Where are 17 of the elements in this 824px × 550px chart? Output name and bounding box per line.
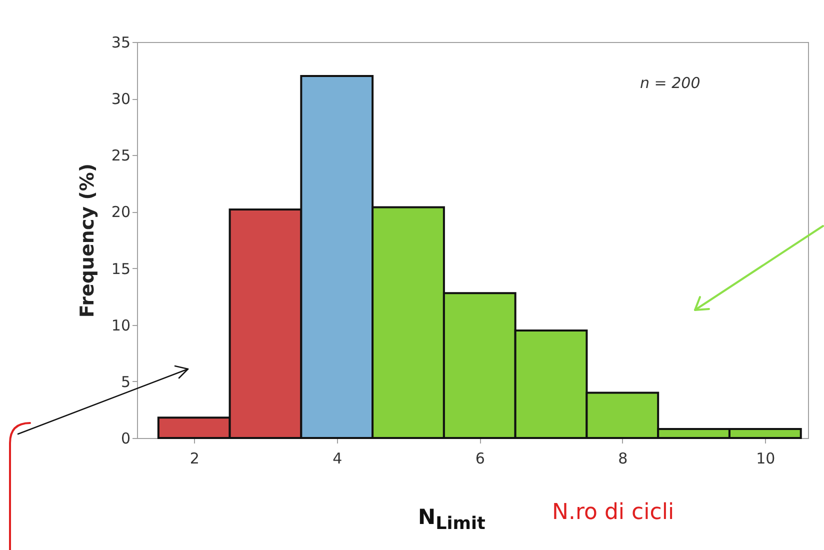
x-tick-label: 4 [332,450,342,468]
x-tick-label: 6 [475,450,485,468]
y-axis-title: Frequency (%) [76,163,98,318]
x-tick-label: 8 [618,450,628,468]
y-tick-label: 25 [111,146,130,165]
x-axis-title: N$_{Limit}$ [418,505,486,534]
y-tick-label: 35 [111,34,130,52]
x-tick-label: 10 [756,450,776,468]
x-tick-label: 2 [190,450,200,468]
y-tick-label: 10 [111,316,130,334]
y-tick-label: 0 [120,430,130,448]
y-tick-label: 30 [111,90,130,108]
y-tick-label: 15 [111,260,130,278]
y-tick-label: 20 [111,203,130,222]
annotation: n = 200 [640,74,700,92]
y-tick-label: 5 [120,372,130,391]
text: N.ro di cicli [552,500,674,525]
